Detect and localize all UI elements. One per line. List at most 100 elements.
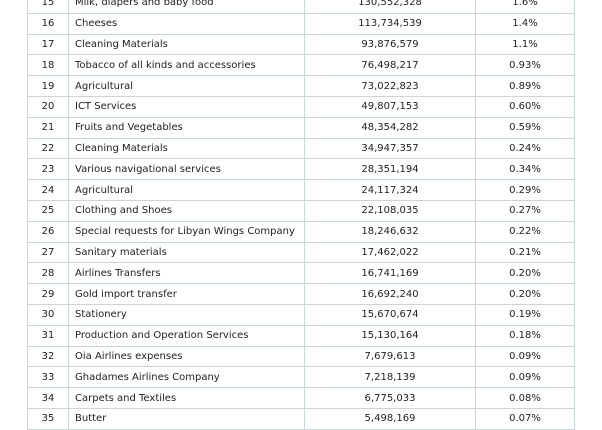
table-row: 19 Agricultural 73,022,823 0.89% bbox=[27, 75, 575, 97]
table-row: 20 ICT Services 49,807,153 0.60% bbox=[27, 95, 575, 118]
table-body: 15 Milk, diapers and baby food 130,552,328… bbox=[27, 0, 575, 430]
table-row: 21 Fruits and Vegetables 48,354,282 0.59% bbox=[27, 116, 575, 139]
amount-cell: 24,117,324 bbox=[304, 179, 476, 201]
table-row: 31 Production and Operation Services 15,13… bbox=[27, 324, 575, 347]
table-row: 18 Tobacco of all kinds and accessories 76… bbox=[27, 54, 575, 77]
rank-cell: 25 bbox=[27, 199, 69, 222]
amount-cell: 18,246,632 bbox=[304, 220, 476, 243]
description-cell: ICT Services bbox=[68, 95, 305, 118]
rank-cell: 21 bbox=[27, 116, 69, 139]
rank-cell: 31 bbox=[27, 324, 69, 347]
table-row: 35 Butter 5,498,169 0.07% bbox=[27, 407, 575, 430]
rank-cell: 16 bbox=[27, 12, 69, 35]
percent-cell: 1.6% bbox=[475, 0, 575, 14]
percent-cell: 0.29% bbox=[475, 179, 575, 201]
percent-cell: 0.34% bbox=[475, 158, 575, 181]
amount-cell: 17,462,022 bbox=[304, 241, 476, 264]
rank-cell: 32 bbox=[27, 345, 69, 368]
amount-cell: 6,775,033 bbox=[304, 387, 476, 409]
table-row: 16 Cheeses 113,734,539 1.4% bbox=[27, 12, 575, 35]
table-row: 28 Airlines Transfers 16,741,169 0.20% bbox=[27, 262, 575, 285]
rank-cell: 24 bbox=[27, 179, 69, 201]
percent-cell: 0.60% bbox=[475, 95, 575, 118]
description-cell: Production and Operation Services bbox=[68, 324, 305, 347]
percent-cell: 0.20% bbox=[475, 262, 575, 285]
percent-cell: 1.1% bbox=[475, 33, 575, 56]
percent-cell: 0.19% bbox=[475, 303, 575, 326]
rank-cell: 33 bbox=[27, 366, 69, 389]
amount-cell: 5,498,169 bbox=[304, 407, 476, 430]
percent-cell: 0.08% bbox=[475, 387, 575, 409]
description-cell: Tobacco of all kinds and accessories bbox=[68, 54, 305, 77]
percent-cell: 0.09% bbox=[475, 345, 575, 368]
amount-cell: 16,741,169 bbox=[304, 262, 476, 285]
amount-cell: 34,947,357 bbox=[304, 137, 476, 160]
description-cell: Cleaning Materials bbox=[68, 33, 305, 56]
description-cell: Cleaning Materials bbox=[68, 137, 305, 160]
percent-cell: 0.27% bbox=[475, 199, 575, 222]
table-row: 27 Sanitary materials 17,462,022 0.21% bbox=[27, 241, 575, 264]
table-row: 24 Agricultural 24,117,324 0.29% bbox=[27, 179, 575, 201]
table-row: 34 Carpets and Textiles 6,775,033 0.08% bbox=[27, 387, 575, 409]
table-row: 33 Ghadames Airlines Company 7,218,139 0.09… bbox=[27, 366, 575, 389]
rank-cell: 19 bbox=[27, 75, 69, 97]
amount-cell: 15,130,164 bbox=[304, 324, 476, 347]
description-cell: Oia Airlines expenses bbox=[68, 345, 305, 368]
description-cell: Milk, diapers and baby food bbox=[68, 0, 305, 14]
data-table: 15 Milk, diapers and baby food 130,552,328… bbox=[27, 0, 575, 430]
amount-cell: 76,498,217 bbox=[304, 54, 476, 77]
description-cell: Sanitary materials bbox=[68, 241, 305, 264]
rank-cell: 28 bbox=[27, 262, 69, 285]
description-cell: Airlines Transfers bbox=[68, 262, 305, 285]
rank-cell: 22 bbox=[27, 137, 69, 160]
table-row: 22 Cleaning Materials 34,947,357 0.24% bbox=[27, 137, 575, 160]
percent-cell: 0.09% bbox=[475, 366, 575, 389]
table-row: 15 Milk, diapers and baby food 130,552,328… bbox=[27, 0, 575, 14]
rank-cell: 18 bbox=[27, 54, 69, 77]
percent-cell: 0.21% bbox=[475, 241, 575, 264]
description-cell: Clothing and Shoes bbox=[68, 199, 305, 222]
description-cell: Carpets and Textiles bbox=[68, 387, 305, 409]
rank-cell: 30 bbox=[27, 303, 69, 326]
table-row: 29 Gold import transfer 16,692,240 0.20% bbox=[27, 283, 575, 305]
rank-cell: 27 bbox=[27, 241, 69, 264]
description-cell: Ghadames Airlines Company bbox=[68, 366, 305, 389]
percent-cell: 1.4% bbox=[475, 12, 575, 35]
amount-cell: 15,670,674 bbox=[304, 303, 476, 326]
percent-cell: 0.20% bbox=[475, 283, 575, 305]
table-row: 26 Special requests for Libyan Wings Comp… bbox=[27, 220, 575, 243]
rank-cell: 35 bbox=[27, 407, 69, 430]
amount-cell: 28,351,194 bbox=[304, 158, 476, 181]
amount-cell: 16,692,240 bbox=[304, 283, 476, 305]
percent-cell: 0.59% bbox=[475, 116, 575, 139]
description-cell: Agricultural bbox=[68, 75, 305, 97]
percent-cell: 0.07% bbox=[475, 407, 575, 430]
table-row: 17 Cleaning Materials 93,876,579 1.1% bbox=[27, 33, 575, 56]
amount-cell: 93,876,579 bbox=[304, 33, 476, 56]
description-cell: Special requests for Libyan Wings Compan… bbox=[68, 220, 305, 243]
table-wrap: 15 Milk, diapers and baby food 130,552,328… bbox=[27, 0, 575, 430]
amount-cell: 130,552,328 bbox=[304, 0, 476, 14]
amount-cell: 113,734,539 bbox=[304, 12, 476, 35]
amount-cell: 7,218,139 bbox=[304, 366, 476, 389]
table-row: 30 Stationery 15,670,674 0.19% bbox=[27, 303, 575, 326]
percent-cell: 0.18% bbox=[475, 324, 575, 347]
description-cell: Various navigational services bbox=[68, 158, 305, 181]
description-cell: Stationery bbox=[68, 303, 305, 326]
percent-cell: 0.93% bbox=[475, 54, 575, 77]
amount-cell: 73,022,823 bbox=[304, 75, 476, 97]
rank-cell: 34 bbox=[27, 387, 69, 409]
amount-cell: 7,679,613 bbox=[304, 345, 476, 368]
table-row: 23 Various navigational services 28,351,19… bbox=[27, 158, 575, 181]
amount-cell: 49,807,153 bbox=[304, 95, 476, 118]
rank-cell: 20 bbox=[27, 95, 69, 118]
rank-cell: 29 bbox=[27, 283, 69, 305]
table-row: 32 Oia Airlines expenses 7,679,613 0.09% bbox=[27, 345, 575, 368]
description-cell: Agricultural bbox=[68, 179, 305, 201]
amount-cell: 22,108,035 bbox=[304, 199, 476, 222]
percent-cell: 0.89% bbox=[475, 75, 575, 97]
table-row: 25 Clothing and Shoes 22,108,035 0.27% bbox=[27, 199, 575, 222]
description-cell: Butter bbox=[68, 407, 305, 430]
rank-cell: 23 bbox=[27, 158, 69, 181]
